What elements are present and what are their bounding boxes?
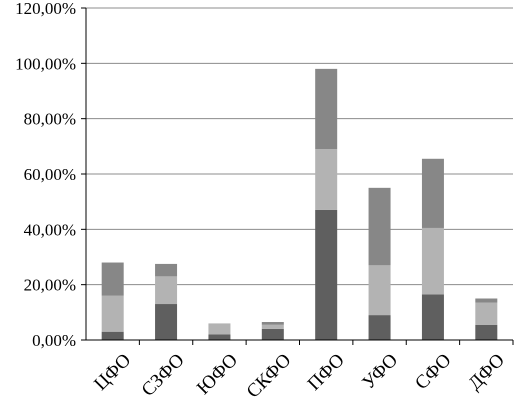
bar-segment <box>261 324 284 329</box>
bar-segment <box>315 209 338 340</box>
y-tick-label: 80,00% <box>24 110 76 129</box>
bar-segment <box>475 324 498 340</box>
bar-segment <box>155 276 178 305</box>
y-tick-label: 100,00% <box>15 54 76 73</box>
bar-segment <box>208 334 231 340</box>
bar-segment <box>208 323 231 335</box>
bar-segment <box>475 298 498 303</box>
bar-segment <box>315 149 338 210</box>
bar-segment <box>101 331 124 340</box>
bars <box>101 68 498 340</box>
bar-segment <box>155 304 178 340</box>
y-tick-label: 40,00% <box>24 220 76 239</box>
x-tick-label: ПФО <box>304 350 349 395</box>
x-tick-labels: ЦФО СЗФО ЮФО СКФО ПФО УФО СФО ДФО <box>90 340 514 403</box>
bar-segment <box>421 158 444 228</box>
bar-segment <box>368 265 391 316</box>
x-tick-label: СКФО <box>243 350 296 403</box>
y-tick-label: 20,00% <box>24 276 76 295</box>
x-tick-label: ЦФО <box>90 350 135 395</box>
gridlines <box>86 7 513 286</box>
bar-segment <box>261 322 284 325</box>
x-tick-label: СФО <box>411 350 455 394</box>
bar-segment <box>155 263 178 277</box>
bar-segment <box>101 295 124 332</box>
bar-segment <box>368 315 391 340</box>
y-tick-label: 0,00% <box>32 331 76 350</box>
x-tick-label: ЮФО <box>193 350 242 399</box>
x-tick-label: ДФО <box>464 350 509 395</box>
bar-segment <box>421 227 444 295</box>
bar-segment <box>475 302 498 325</box>
bar-segment <box>261 328 284 340</box>
bar-segment <box>368 187 391 266</box>
bar-segment <box>101 262 124 296</box>
y-tick-label: 120,00% <box>15 0 76 18</box>
x-tick-label: СЗФО <box>138 350 189 401</box>
x-tick-label: УФО <box>358 350 402 394</box>
y-tick-labels: 0,00% 20,00% 40,00% 60,00% 80,00% 100,00% 120,… <box>15 0 86 350</box>
bar-segment <box>421 294 444 340</box>
y-tick-label: 60,00% <box>24 165 76 184</box>
bar-segment <box>315 68 338 150</box>
